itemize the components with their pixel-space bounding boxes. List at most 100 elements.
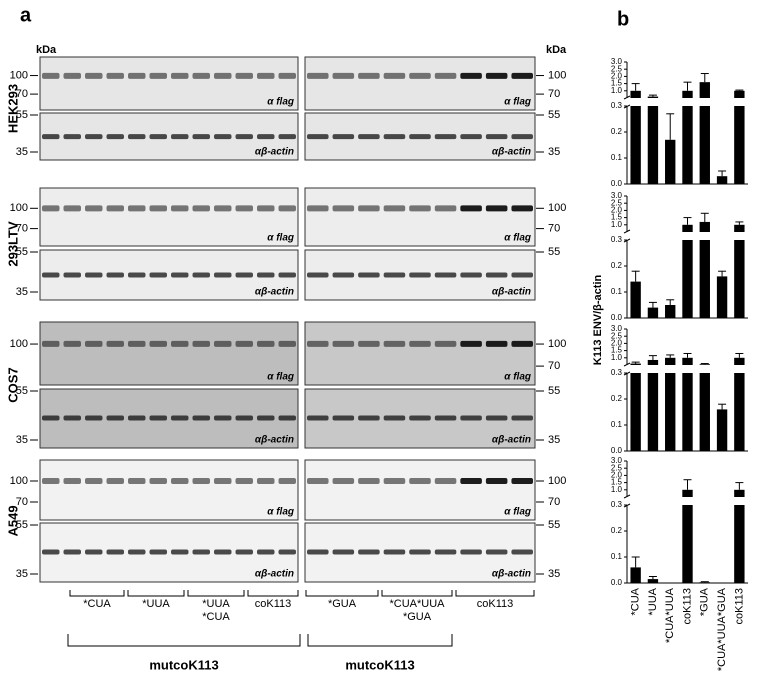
band	[485, 272, 508, 278]
y-tick-label: 2.0	[611, 471, 623, 480]
band	[171, 134, 189, 140]
marker-label: 35	[548, 146, 560, 158]
band	[278, 340, 296, 347]
bar	[682, 224, 693, 318]
band	[106, 549, 124, 555]
bracket	[455, 590, 535, 597]
bar-segment	[716, 409, 728, 451]
error-bar	[700, 581, 709, 583]
band	[149, 549, 167, 555]
band	[128, 72, 146, 79]
axis-break	[623, 494, 631, 499]
bar-segment	[630, 106, 641, 184]
bar	[630, 90, 641, 184]
bar-segment	[682, 224, 693, 232]
bar	[699, 582, 710, 583]
marker-label: 70	[16, 223, 28, 235]
bar-segment	[682, 106, 693, 184]
band	[63, 272, 81, 278]
band	[383, 549, 406, 555]
band	[214, 340, 232, 347]
bar-segment	[682, 357, 693, 365]
band	[257, 272, 275, 278]
band	[235, 72, 253, 79]
bar-segment	[630, 90, 641, 98]
y-tick-label: 0.0	[611, 578, 623, 587]
band	[214, 272, 232, 278]
y-tick-label: 2.5	[611, 331, 623, 340]
band	[257, 549, 275, 555]
band	[235, 340, 253, 347]
y-tick-label: 3.0	[611, 324, 623, 333]
band	[128, 205, 146, 212]
bar-segment	[699, 373, 710, 451]
band	[511, 415, 533, 421]
band	[460, 415, 482, 421]
error-bar	[700, 363, 709, 365]
band	[307, 340, 329, 347]
error-bar	[666, 299, 675, 305]
band	[434, 134, 457, 140]
bar-segment	[699, 82, 710, 98]
band	[511, 340, 533, 347]
bar-segment	[699, 106, 710, 184]
marker-label: 55	[548, 385, 560, 397]
bracket	[69, 590, 125, 597]
band	[42, 549, 60, 555]
band	[409, 340, 431, 347]
error-bar	[648, 94, 657, 97]
band	[85, 549, 103, 555]
band	[106, 72, 124, 79]
band	[85, 415, 103, 421]
band	[149, 272, 167, 278]
band	[85, 272, 103, 278]
band	[63, 340, 81, 347]
bar-segment	[682, 90, 693, 98]
error-bar	[631, 270, 640, 282]
bar-segment	[682, 240, 693, 318]
band	[460, 72, 482, 79]
marker-label: 70	[548, 223, 560, 235]
bar	[699, 221, 710, 318]
band	[409, 134, 431, 140]
band	[192, 549, 210, 555]
y-tick-label: 0.3	[611, 368, 623, 377]
band	[460, 549, 482, 555]
y-tick-label: 0.3	[611, 500, 623, 509]
marker-label: 55	[16, 246, 28, 258]
band	[332, 340, 355, 347]
error-bar	[718, 270, 727, 277]
band	[358, 478, 380, 484]
bar-segment	[647, 106, 659, 184]
y-tick-label: 0.3	[611, 235, 623, 244]
band	[85, 72, 103, 79]
blot	[304, 187, 536, 247]
bar-segment	[734, 489, 745, 497]
band	[171, 205, 189, 212]
bar-segment	[716, 276, 728, 318]
band	[460, 205, 482, 212]
band	[235, 272, 253, 278]
band	[128, 415, 146, 421]
group-label: *CUA*UUA	[389, 598, 445, 610]
y-tick-label: 0.3	[611, 101, 623, 110]
bar	[630, 567, 641, 583]
y-tick-label: 3.0	[611, 456, 623, 465]
group-label: *UUA	[202, 598, 230, 610]
band	[485, 415, 508, 421]
antibody-label: αβ-actin	[255, 287, 294, 298]
bar	[630, 363, 641, 451]
bracket	[187, 590, 245, 597]
band	[171, 72, 189, 79]
x-tick-label: coK113	[681, 588, 693, 625]
x-tick-label: *CUA*UUA	[664, 587, 676, 643]
blot	[304, 459, 536, 521]
bar-segment	[734, 357, 745, 365]
antibody-label: α flag	[267, 97, 294, 108]
band	[257, 415, 275, 421]
bar	[665, 357, 676, 451]
band	[278, 478, 296, 484]
panel-label: a	[20, 4, 32, 26]
bar	[682, 489, 693, 583]
error-bar	[735, 482, 744, 490]
